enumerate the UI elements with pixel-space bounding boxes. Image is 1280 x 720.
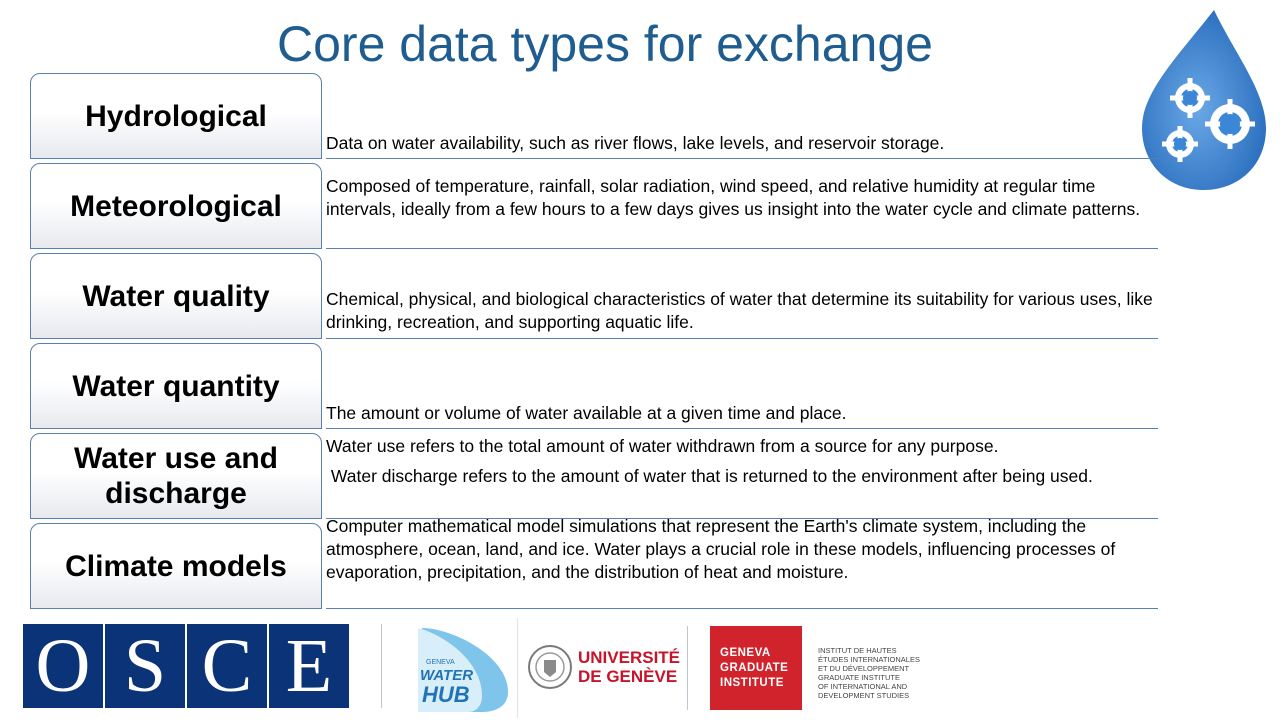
data-type-row-water-quantity: Water quantity The amount or volume of w… bbox=[30, 343, 1158, 429]
osce-letter: O bbox=[23, 624, 103, 708]
osce-letter: E bbox=[269, 624, 349, 708]
data-type-label: Meteorological bbox=[30, 163, 322, 249]
ggi-side-line: GRADUATE INSTITUTE bbox=[818, 673, 900, 682]
unige-seal-icon bbox=[528, 645, 572, 689]
description-text: Data on water availability, such as rive… bbox=[326, 133, 945, 153]
osce-letter-text: C bbox=[201, 624, 253, 708]
ggi-side-line: ET DU DÉVELOPPEMENT bbox=[818, 664, 910, 673]
logo-divider bbox=[381, 624, 382, 708]
ggi-side-line: INSTITUT DE HAUTES bbox=[818, 646, 897, 655]
slide-title: Core data types for exchange bbox=[277, 16, 933, 72]
ggi-line: GRADUATE bbox=[720, 662, 789, 674]
data-type-row-climate-models: Climate models Computer mathematical mod… bbox=[30, 516, 1158, 609]
data-type-row-hydrological: Hydrological Data on water availability,… bbox=[30, 73, 1158, 159]
logo-divider bbox=[687, 626, 688, 710]
osce-letter-text: O bbox=[35, 624, 91, 708]
data-type-label: Hydrological bbox=[30, 73, 322, 159]
data-type-label: Water quantity bbox=[30, 343, 322, 429]
osce-letter-text: E bbox=[285, 624, 333, 708]
description-text: Water use refers to the total amount of … bbox=[326, 436, 999, 456]
ggi-line: GENEVA bbox=[720, 647, 771, 659]
data-type-description: Composed of temperature, rainfall, solar… bbox=[326, 163, 1158, 249]
data-type-description: Chemical, physical, and biological chara… bbox=[326, 253, 1158, 339]
data-type-description: Data on water availability, such as rive… bbox=[326, 73, 1158, 159]
water-drop-gears-icon bbox=[1142, 10, 1266, 190]
ggi-side-line: OF INTERNATIONAL AND bbox=[818, 682, 908, 691]
svg-text:HUB: HUB bbox=[422, 682, 470, 707]
osce-letter: S bbox=[105, 624, 185, 708]
osce-logo: O S C E bbox=[23, 624, 349, 708]
geneva-graduate-institute-logo: GENEVA GRADUATE INSTITUTE bbox=[710, 626, 802, 710]
svg-text:WATER: WATER bbox=[420, 667, 473, 684]
data-type-row-meteorological: Meteorological Composed of temperature, … bbox=[30, 163, 1158, 249]
unige-logo-text: UNIVERSITÉ DE GENÈVE bbox=[578, 648, 680, 686]
data-type-row-water-use-discharge: Water use and discharge Water use refers… bbox=[30, 433, 1158, 519]
unige-line: UNIVERSITÉ bbox=[578, 648, 681, 667]
data-type-description: Water use refers to the total amount of … bbox=[326, 433, 1158, 519]
data-type-label: Climate models bbox=[30, 523, 322, 609]
osce-letter-text: S bbox=[123, 624, 167, 708]
data-type-description: Computer mathematical model simulations … bbox=[326, 515, 1158, 609]
data-type-label: Water quality bbox=[30, 253, 322, 339]
unige-line: DE GENÈVE bbox=[578, 667, 678, 686]
logo-divider bbox=[517, 618, 518, 718]
partner-logos: O S C E GENEVA WATER HUB UNIVERSITÉ DE G… bbox=[0, 618, 1280, 720]
description-text: Computer mathematical model simulations … bbox=[326, 516, 1116, 582]
ggi-side-line: ÉTUDES INTERNATIONALES bbox=[818, 655, 920, 664]
description-text: The amount or volume of water available … bbox=[326, 403, 847, 423]
data-type-description: The amount or volume of water available … bbox=[326, 343, 1158, 429]
svg-text:GENEVA: GENEVA bbox=[426, 659, 455, 666]
description-text: Water discharge refers to the amount of … bbox=[326, 466, 1093, 486]
data-type-label: Water use and discharge bbox=[30, 433, 322, 519]
description-text: Composed of temperature, rainfall, solar… bbox=[326, 176, 1141, 219]
osce-letter: C bbox=[187, 624, 267, 708]
ggi-institute-names: INSTITUT DE HAUTES ÉTUDES INTERNATIONALE… bbox=[818, 646, 938, 700]
geneva-water-hub-logo: GENEVA WATER HUB bbox=[418, 628, 508, 712]
description-text: Chemical, physical, and biological chara… bbox=[326, 289, 1153, 332]
ggi-side-line: DEVELOPMENT STUDIES bbox=[818, 691, 910, 700]
ggi-line: INSTITUTE bbox=[720, 677, 784, 689]
data-type-row-water-quality: Water quality Chemical, physical, and bi… bbox=[30, 253, 1158, 339]
